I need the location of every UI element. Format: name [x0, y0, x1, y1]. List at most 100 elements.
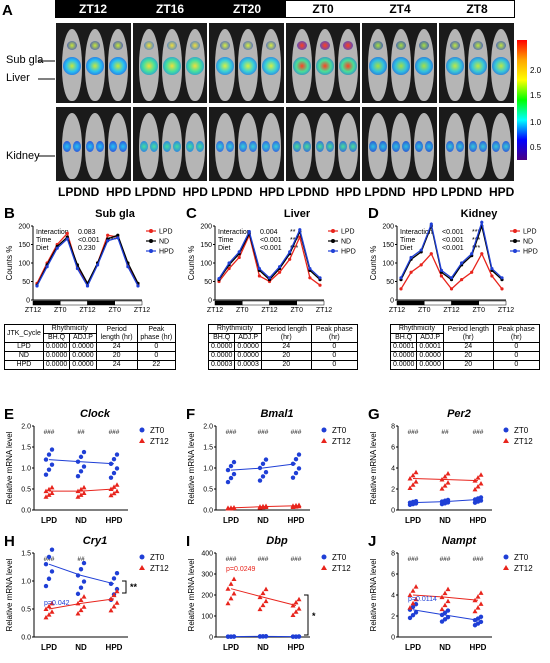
series-point — [217, 277, 220, 280]
x-tick-label: ND — [257, 643, 269, 652]
series-point — [450, 276, 453, 279]
mouse-image-0-0 — [55, 22, 132, 104]
data-point-zt0 — [47, 467, 51, 471]
legend-label: LPD — [159, 229, 173, 236]
x-tick-label: HPD — [106, 643, 123, 652]
y-tick-label: 2.0 — [21, 424, 31, 431]
legend-label: ZT12 — [332, 437, 351, 446]
y-tick-label: 150 — [200, 242, 212, 249]
group-label-hpd: HPD — [183, 185, 208, 199]
data-point-zt0 — [76, 592, 80, 596]
legend-marker — [140, 555, 145, 560]
data-point-zt12 — [446, 471, 451, 476]
anova-stat: Diet — [218, 245, 231, 252]
data-point-zt12 — [414, 470, 419, 475]
colorbar-tick-1: 1.5 — [530, 91, 541, 100]
y-tick-label: 0 — [391, 508, 395, 515]
significance-mark: ### — [226, 556, 237, 563]
anova-stat: 0.230 — [78, 245, 96, 252]
data-point-zt12 — [258, 607, 263, 612]
data-point-zt0 — [446, 498, 450, 502]
data-point-zt0 — [44, 473, 48, 477]
legend-label: HPD — [523, 249, 538, 256]
legend-marker — [140, 428, 145, 433]
p-value: p=0.0249 — [226, 566, 255, 573]
data-point-zt0 — [115, 571, 119, 575]
y-tick-label: 4 — [391, 593, 395, 600]
y-axis-label: Counts % — [187, 246, 196, 281]
mouse-image-0-1 — [55, 106, 132, 182]
legend-label: ZT0 — [514, 426, 529, 435]
data-point-zt0 — [50, 462, 54, 466]
significance-mark: ## — [77, 429, 85, 436]
y-tick-label: 0.5 — [203, 487, 213, 494]
kidney-signal — [339, 141, 347, 152]
data-point-zt0 — [47, 452, 51, 456]
y-tick-label: 50 — [22, 279, 30, 286]
data-point-zt12 — [229, 581, 234, 586]
light-dark-band — [452, 301, 479, 305]
data-point-zt0 — [50, 547, 54, 551]
y-tick-label: 8 — [391, 424, 395, 431]
legend-marker — [503, 438, 509, 443]
significance-mark: ### — [440, 556, 451, 563]
series-point — [308, 267, 311, 270]
y-tick-label: 1.5 — [21, 551, 31, 558]
series-line-lpd — [401, 254, 502, 289]
group-label-hpd: HPD — [259, 185, 284, 199]
kidney-signal — [293, 141, 301, 152]
kidney-signal — [140, 141, 148, 152]
data-point-zt0 — [232, 634, 236, 638]
data-point-zt12 — [264, 587, 269, 592]
significance-mark: ### — [258, 556, 269, 563]
data-point-zt0 — [112, 471, 116, 475]
liver-signal — [492, 57, 510, 75]
series-point — [480, 252, 483, 255]
y-tick-label: 0 — [390, 298, 394, 305]
data-point-zt0 — [446, 608, 450, 612]
legend-marker — [513, 239, 517, 243]
kidney-signal — [303, 141, 311, 152]
data-point-zt0 — [79, 469, 83, 473]
y-axis-label: Relative mRNA level — [5, 431, 14, 504]
x-tick-label: HPD — [470, 643, 487, 652]
group-label-hpd: HPD — [106, 185, 131, 199]
kidney-signal — [186, 141, 194, 152]
data-point-zt0 — [44, 562, 48, 566]
x-tick-label: ZT12 — [316, 307, 332, 314]
light-dark-band — [397, 301, 424, 305]
x-tick-label: ZT12 — [389, 307, 405, 314]
series-point — [430, 252, 433, 255]
data-point-zt12 — [232, 591, 237, 596]
liver-signal — [316, 57, 334, 75]
group-label-nd: ND — [235, 185, 252, 199]
data-point-zt0 — [226, 480, 230, 484]
x-tick-label: LPD — [405, 516, 421, 525]
y-tick-label: 50 — [204, 279, 212, 286]
series-point — [136, 284, 139, 287]
legend-label: ND — [159, 239, 169, 246]
series-point — [106, 239, 109, 242]
series-point — [238, 250, 241, 253]
trend-line — [49, 460, 114, 464]
x-tick-label: LPD — [41, 643, 57, 652]
light-dark-band — [60, 301, 87, 305]
legend-label: HPD — [159, 249, 174, 256]
data-point-zt0 — [82, 579, 86, 583]
series-point — [86, 284, 89, 287]
data-point-zt12 — [115, 489, 120, 494]
series-point — [35, 284, 38, 287]
x-tick-label: HPD — [288, 516, 305, 525]
data-point-zt12 — [443, 603, 448, 608]
y-tick-label: 200 — [382, 224, 394, 231]
x-tick-label: ND — [75, 516, 87, 525]
y-tick-label: 0.0 — [203, 508, 213, 515]
series-point — [500, 276, 503, 279]
y-axis-label: Relative mRNA level — [187, 431, 196, 504]
anova-stat: <0.001 — [78, 237, 100, 244]
zt-label-3: ZT0 — [285, 2, 361, 16]
mouse-image-3-1 — [285, 106, 362, 182]
